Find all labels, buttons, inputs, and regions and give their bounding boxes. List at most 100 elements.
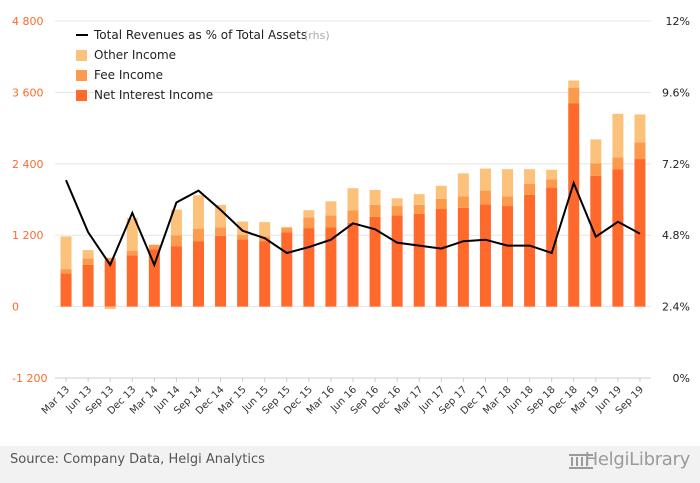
bar-segment [325,201,337,216]
chart: 4 800 3 600 2 400 1 200 0 -1 200 12% 9.6% 7.2% 4.… [12,15,690,417]
bar-segment [170,235,182,247]
bar-segment [104,260,116,307]
bar-segment [634,114,646,143]
bar-segment [60,236,72,270]
revenue-ratio-line [65,179,641,268]
bar-segment [82,250,94,259]
bar-segment [502,169,514,197]
bar-segment [215,204,227,228]
bar-segment [126,255,138,307]
bar-segment [192,228,204,242]
bar-segment [237,234,249,240]
bar-segment [457,207,469,307]
bar-segment [502,196,514,207]
legend-swatch [76,90,87,101]
bar-segment [192,241,204,307]
bar-segment [60,273,72,307]
bar-segment [347,210,359,223]
bar-segment [369,216,381,307]
legend-swatch [76,70,87,81]
bar-segment [413,213,425,307]
bar-segment [568,103,580,307]
bar-segment [634,142,646,160]
bar-segment [568,80,580,88]
bar-segment [148,249,160,307]
bar-segment [546,187,558,307]
bar-segment [215,227,227,236]
bar-segment [192,195,204,229]
bar-segment [435,185,447,199]
bar-segment [281,232,293,307]
bar-segment [303,228,315,307]
right-axis-tick-label: 9.6% [662,86,690,99]
left-axis-tick-label: 2 400 [12,158,44,171]
bar-segment [369,189,381,205]
bar-segment [590,139,602,164]
bar-segment [479,190,491,205]
right-axis-tick-label: 4.8% [662,229,690,242]
bar-segment [435,209,447,307]
bar-segment [457,173,469,197]
bar-segment [259,222,271,237]
right-axis-tick-label: 7.2% [662,158,690,171]
bar-segment [546,179,558,188]
bar-segment [104,306,116,309]
legend-label: Other Income [94,48,176,62]
bar-segment [413,194,425,205]
left-axis-tick-label: -1 200 [12,372,47,385]
bar-segment [435,198,447,210]
bar-segment [104,257,116,261]
footer-bar [0,446,700,483]
bar-segment [612,113,624,158]
bar-segment [237,221,249,235]
bar-segment [82,264,94,307]
bar-segment [126,250,138,256]
right-axis-tick-label: 2.4% [662,301,690,314]
bar-segment [347,188,359,211]
bar-segment [413,204,425,214]
bar-segment [303,217,315,229]
brand-logo-text: HelgiLibrary [584,449,691,470]
bar-segment [148,244,160,250]
bar-segment [612,157,624,170]
bar-segment [524,184,536,195]
bar-segment [612,169,624,307]
bar-segment [391,206,403,216]
x-axis-tick-label: Mar 13 [40,384,72,416]
library-columns-icon [569,454,593,469]
bar-segment [126,217,138,251]
source-note: Source: Company Data, Helgi Analytics [10,452,265,467]
bar-segment [303,210,315,218]
bar-segment [259,241,271,307]
bar-segment [524,194,536,307]
bar-segment [590,175,602,307]
legend-swatch [76,50,87,61]
legend-label: Fee Income [94,68,163,82]
left-axis-tick-label: 4 800 [12,15,44,28]
left-axis-tick-label: 1 200 [12,229,44,242]
bar-segment [325,215,337,228]
bar-segment [479,168,491,191]
right-axis-tick-label: 12% [666,15,690,28]
bar-segment [502,206,514,307]
bar-segment [479,204,491,307]
bar-segment [237,239,249,307]
bar-segment [82,258,94,265]
left-axis-tick-label: 3 600 [12,86,44,99]
legend-label: Total Revenues as % of Total Assets [93,28,307,42]
bar-segment [60,269,72,274]
bar-segment [347,222,359,307]
legend-suffix: (rhs) [304,29,330,42]
legend-label: Net Interest Income [94,88,213,102]
bar-segment [524,169,536,185]
bar-segment [170,246,182,307]
bar-segment [546,169,558,180]
bar-segment [325,227,337,307]
bar-segment [457,196,469,208]
bar-segment [170,209,182,236]
bar-segment [590,163,602,176]
bar-segment [215,235,227,307]
bar-segment [281,228,293,233]
right-axis-tick-label: 0% [673,372,690,385]
